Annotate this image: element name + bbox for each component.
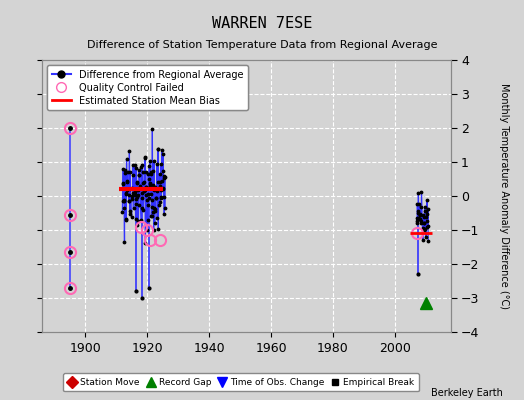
- Text: Berkeley Earth: Berkeley Earth: [431, 388, 503, 398]
- Text: Difference of Station Temperature Data from Regional Average: Difference of Station Temperature Data f…: [87, 40, 437, 50]
- Legend: Difference from Regional Average, Quality Control Failed, Estimated Station Mean: Difference from Regional Average, Qualit…: [47, 65, 248, 110]
- Legend: Station Move, Record Gap, Time of Obs. Change, Empirical Break: Station Move, Record Gap, Time of Obs. C…: [63, 374, 419, 392]
- Y-axis label: Monthly Temperature Anomaly Difference (°C): Monthly Temperature Anomaly Difference (…: [499, 83, 509, 309]
- Text: WARREN 7ESE: WARREN 7ESE: [212, 16, 312, 31]
